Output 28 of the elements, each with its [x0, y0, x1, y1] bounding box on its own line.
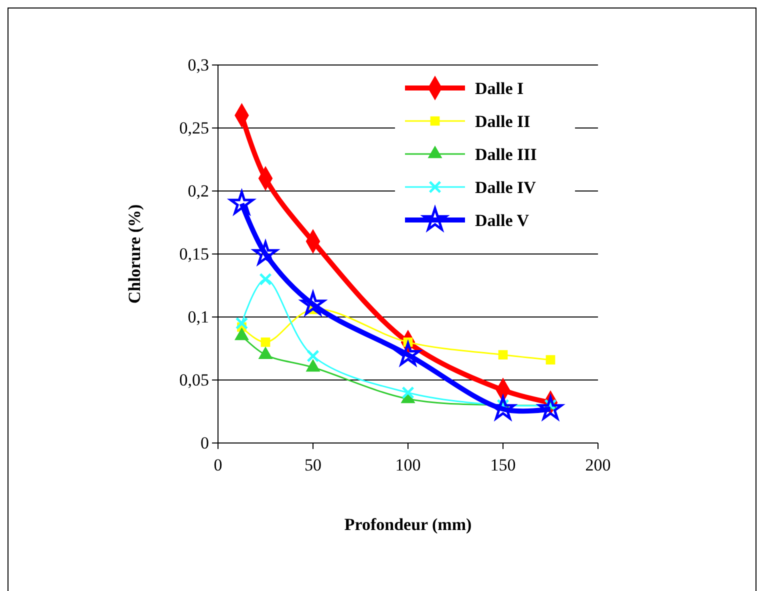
- legend-label: Dalle I: [475, 79, 524, 98]
- x-tick-label: 50: [304, 456, 322, 475]
- y-axis-title: Chlorure (%): [125, 204, 144, 304]
- y-tick-label: 0,3: [188, 55, 209, 74]
- point: [259, 272, 272, 286]
- y-tick-label: 0,2: [188, 181, 209, 200]
- x-tick-label: 200: [585, 456, 611, 475]
- y-tick-label: 0,15: [179, 244, 209, 264]
- point: [498, 350, 508, 360]
- point: [235, 316, 248, 330]
- point: [402, 386, 414, 399]
- x-tick-label: 0: [214, 456, 222, 475]
- point: [234, 328, 249, 340]
- y-tick-label: 0: [200, 433, 209, 452]
- y-tick-label: 0,1: [188, 307, 209, 326]
- legend-label: Dalle II: [475, 112, 531, 131]
- point: [546, 355, 556, 365]
- legend-label: Dalle IV: [475, 178, 537, 197]
- x-axis-title: Profondeur (mm): [344, 515, 472, 534]
- y-tick-label: 0,25: [179, 118, 209, 138]
- point: [260, 338, 270, 347]
- legend-label: Dalle V: [475, 211, 530, 230]
- x-tick-label: 100: [395, 456, 421, 475]
- point: [306, 360, 320, 372]
- x-tick-label: 150: [490, 456, 516, 475]
- y-tick-label: 0,05: [179, 370, 209, 390]
- point: [306, 350, 320, 362]
- legend-label: Dalle III: [475, 145, 538, 164]
